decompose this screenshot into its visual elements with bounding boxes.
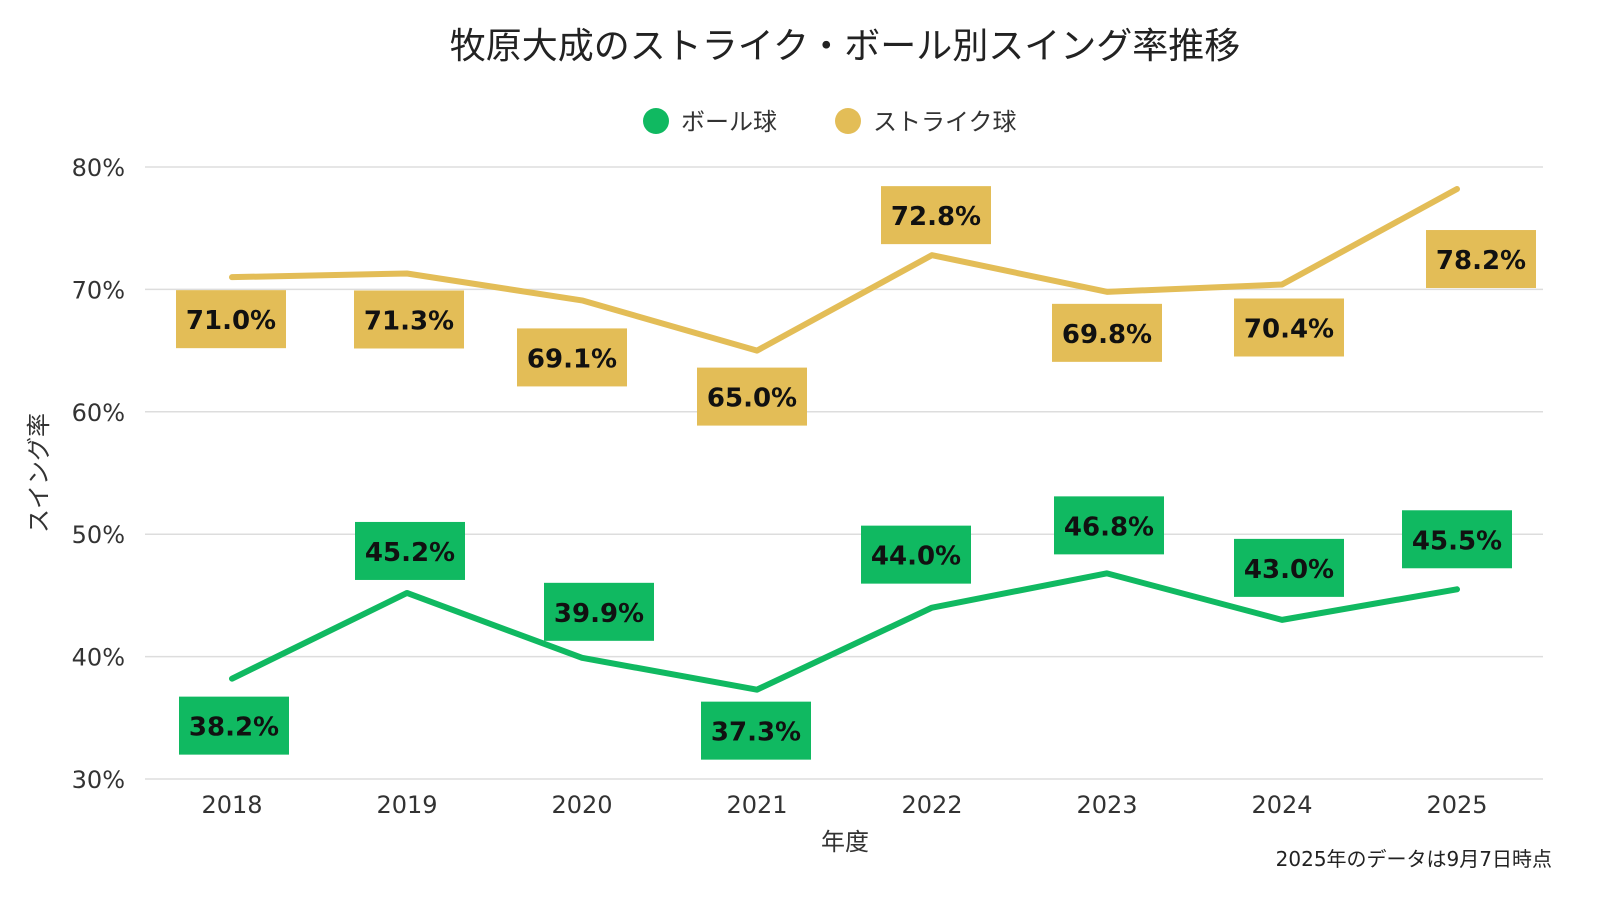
- data-labels-layer: 38.2% 45.2% 39.9% 37.3% 44.0% 46.8% 43.0% 45.5%…: [176, 186, 1536, 760]
- x-tick-label: 2019: [376, 791, 437, 819]
- y-tick-label: 60%: [72, 399, 125, 427]
- data-label-box: [544, 582, 654, 641]
- data-label: 43.0%: [1234, 538, 1344, 597]
- data-label-text: 69.1%: [527, 344, 617, 374]
- legend-label-ball: ボール球: [681, 108, 777, 136]
- data-label: 71.3%: [354, 290, 464, 349]
- data-label-box: [881, 186, 991, 245]
- x-tick-label: 2018: [201, 791, 262, 819]
- x-tick-label: 2023: [1076, 791, 1137, 819]
- data-label-text: 45.2%: [365, 538, 455, 568]
- x-axis-title: 年度: [821, 828, 869, 856]
- data-label: 71.0%: [176, 290, 286, 349]
- data-label-text: 39.9%: [554, 599, 644, 629]
- x-tick-label: 2022: [901, 791, 962, 819]
- data-label-text: 70.4%: [1244, 315, 1334, 345]
- data-label-box: [517, 328, 627, 387]
- data-label-box: [1402, 510, 1512, 569]
- data-label-box: [176, 290, 286, 349]
- data-label: 38.2%: [179, 696, 289, 755]
- data-label: 46.8%: [1054, 496, 1164, 555]
- data-label-text: 72.8%: [891, 202, 981, 232]
- data-label-text: 78.2%: [1436, 246, 1526, 276]
- data-label-box: [1234, 298, 1344, 357]
- data-label-box: [1054, 496, 1164, 555]
- data-label-box: [1052, 303, 1162, 362]
- x-tick-label: 2021: [726, 791, 787, 819]
- legend-marker-strike: [835, 108, 861, 134]
- data-label-box: [179, 696, 289, 755]
- x-tick-label: 2025: [1426, 791, 1487, 819]
- data-label-text: 37.3%: [711, 718, 801, 748]
- x-axis-ticks: 2018 2019 2020 2021 2022 2023 2024 2025: [201, 791, 1487, 819]
- legend: ボール球 ストライク球: [643, 108, 1017, 136]
- data-note: 2025年のデータは9月7日時点: [1276, 847, 1552, 871]
- y-tick-label: 70%: [72, 276, 125, 304]
- data-label-box: [1234, 538, 1344, 597]
- data-label: 69.8%: [1052, 303, 1162, 362]
- data-label-text: 38.2%: [189, 713, 279, 743]
- data-label: 65.0%: [697, 367, 807, 426]
- data-label: 78.2%: [1426, 230, 1536, 289]
- data-label: 69.1%: [517, 328, 627, 387]
- y-tick-label: 30%: [72, 766, 125, 794]
- chart-title: 牧原大成のストライク・ボール別スイング率推移: [450, 26, 1241, 67]
- x-tick-label: 2024: [1251, 791, 1312, 819]
- data-label-text: 65.0%: [707, 384, 797, 414]
- legend-marker-ball: [643, 108, 669, 134]
- x-tick-label: 2020: [551, 791, 612, 819]
- data-label-text: 69.8%: [1062, 320, 1152, 350]
- y-tick-label: 50%: [72, 521, 125, 549]
- legend-item-ball[interactable]: ボール球: [643, 108, 777, 136]
- data-label-text: 43.0%: [1244, 555, 1334, 585]
- data-label-box: [697, 367, 807, 426]
- series-layer: [229, 186, 1460, 693]
- data-label-text: 46.8%: [1064, 512, 1154, 542]
- data-label-box: [1426, 230, 1536, 289]
- data-label: 39.9%: [544, 582, 654, 641]
- data-label-text: 71.0%: [186, 306, 276, 336]
- data-label-box: [354, 290, 464, 349]
- data-label-box: [355, 521, 465, 580]
- data-label-text: 44.0%: [871, 542, 961, 572]
- ball-series-line: [229, 570, 1460, 693]
- data-label-text: 71.3%: [364, 306, 454, 336]
- strike-series-line: [229, 186, 1460, 354]
- y-axis-title: スイング率: [25, 413, 53, 533]
- y-axis-ticks: 30% 40% 50% 60% 70% 80%: [72, 154, 125, 794]
- data-label-box: [701, 701, 811, 760]
- y-tick-label: 40%: [72, 644, 125, 672]
- y-tick-label: 80%: [72, 154, 125, 182]
- data-label: 45.2%: [355, 521, 465, 580]
- data-label-text: 45.5%: [1412, 526, 1502, 556]
- legend-item-strike[interactable]: ストライク球: [835, 108, 1017, 136]
- data-label: 72.8%: [881, 186, 991, 245]
- legend-label-strike: ストライク球: [873, 108, 1017, 136]
- data-label: 44.0%: [861, 525, 971, 584]
- data-label: 37.3%: [701, 701, 811, 760]
- data-label: 70.4%: [1234, 298, 1344, 357]
- data-label-box: [861, 525, 971, 584]
- data-label: 45.5%: [1402, 510, 1512, 569]
